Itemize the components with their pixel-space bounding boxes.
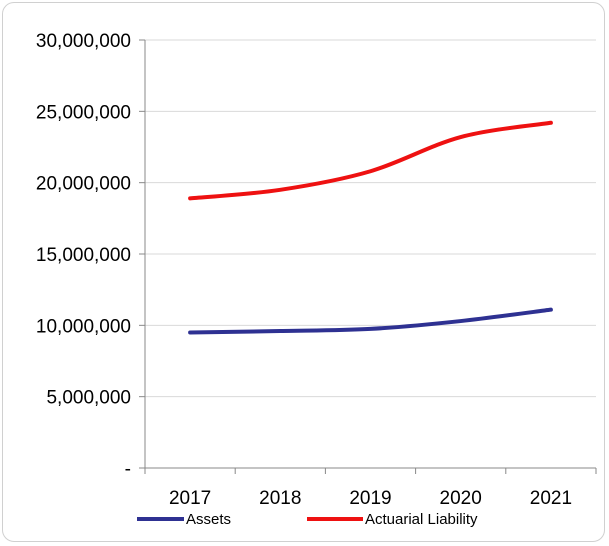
- x-tick-label: 2019: [349, 488, 391, 509]
- x-tick-label: 2021: [530, 488, 572, 509]
- chart-frame: [2, 2, 605, 542]
- y-tick-label: 25,000,000: [36, 102, 131, 123]
- x-axis-tick-labels: 2017 2018 2019 2020 2021: [169, 488, 572, 509]
- y-tick-label: 5,000,000: [46, 388, 131, 409]
- y-tick-label: -: [125, 459, 131, 480]
- axes: [139, 39, 597, 474]
- y-tick-label: 20,000,000: [36, 174, 131, 195]
- x-tick-label: 2018: [259, 488, 301, 509]
- series-line-assets: [188, 307, 553, 335]
- x-tick-label: 2017: [169, 488, 211, 509]
- legend-label: Assets: [186, 511, 231, 528]
- legend-label: Actuarial Liability: [365, 511, 478, 528]
- x-tick-label: 2020: [440, 488, 482, 509]
- series-lines: [188, 120, 553, 335]
- legend-item-actuarial-liability: Actuarial Liability: [307, 511, 478, 528]
- y-axis-tick-labels: - 5,000,000 10,000,000 15,000,000 20,000,000…: [36, 31, 131, 480]
- y-tick-label: 10,000,000: [36, 316, 131, 337]
- y-tick-label: 15,000,000: [36, 245, 131, 266]
- legend-item-assets: Assets: [137, 511, 231, 528]
- y-tick-label: 30,000,000: [36, 31, 131, 52]
- legend: Assets Actuarial Liability: [137, 511, 478, 528]
- gridlines: [145, 39, 596, 398]
- series-line-actuarial-liability: [188, 120, 553, 201]
